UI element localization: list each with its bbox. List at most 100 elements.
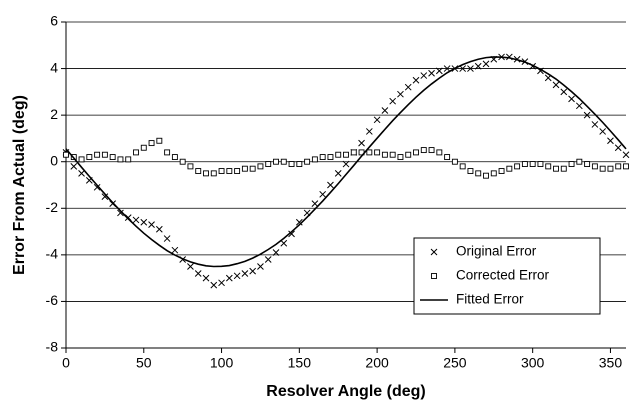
point bbox=[591, 163, 598, 170]
legend-label: Fitted Error bbox=[456, 292, 524, 307]
x-tick-label: 250 bbox=[443, 355, 467, 371]
point bbox=[226, 168, 233, 174]
point bbox=[389, 151, 396, 158]
point bbox=[366, 149, 373, 156]
point bbox=[163, 235, 171, 242]
point bbox=[86, 154, 93, 161]
point bbox=[420, 147, 427, 154]
x-tick-label: 300 bbox=[521, 355, 545, 371]
point bbox=[187, 163, 194, 170]
point bbox=[63, 151, 69, 158]
point bbox=[568, 161, 575, 167]
point bbox=[397, 154, 404, 161]
point bbox=[428, 69, 435, 77]
point bbox=[218, 279, 225, 287]
point bbox=[194, 270, 202, 277]
y-tick-label: 4 bbox=[50, 59, 58, 75]
point bbox=[529, 161, 536, 167]
point bbox=[615, 163, 622, 170]
point bbox=[234, 168, 241, 174]
point bbox=[225, 274, 233, 282]
point bbox=[443, 65, 451, 72]
point bbox=[117, 156, 124, 163]
point bbox=[327, 154, 334, 161]
point bbox=[148, 140, 155, 147]
point bbox=[257, 263, 264, 270]
point bbox=[374, 149, 381, 156]
point bbox=[552, 81, 560, 89]
point bbox=[210, 170, 217, 177]
point bbox=[133, 149, 139, 156]
x-tick-label: 350 bbox=[599, 355, 623, 371]
y-tick-label: 6 bbox=[50, 13, 58, 29]
point bbox=[273, 158, 279, 165]
point bbox=[210, 281, 218, 289]
y-axis-title: Error From Actual (deg) bbox=[11, 95, 28, 275]
point bbox=[358, 139, 365, 147]
point bbox=[622, 151, 630, 159]
point bbox=[155, 225, 163, 233]
point bbox=[94, 151, 101, 158]
x-tick-label: 50 bbox=[136, 355, 152, 371]
point bbox=[140, 218, 148, 226]
point bbox=[241, 165, 248, 172]
point bbox=[249, 267, 257, 275]
point bbox=[334, 170, 342, 177]
point bbox=[498, 168, 505, 174]
legend-marker bbox=[431, 273, 437, 279]
point bbox=[156, 137, 163, 144]
point bbox=[553, 165, 559, 172]
point bbox=[545, 163, 552, 170]
point bbox=[591, 121, 599, 128]
point bbox=[249, 165, 256, 172]
point bbox=[584, 161, 591, 167]
point bbox=[381, 151, 388, 158]
point bbox=[365, 128, 373, 135]
point bbox=[459, 65, 467, 72]
point bbox=[335, 151, 342, 158]
point bbox=[623, 163, 629, 170]
point bbox=[560, 88, 568, 96]
point bbox=[319, 190, 327, 198]
point bbox=[117, 209, 124, 217]
point bbox=[109, 154, 116, 161]
point bbox=[179, 158, 186, 165]
point bbox=[381, 107, 389, 114]
point bbox=[101, 193, 109, 200]
point bbox=[482, 60, 490, 68]
legend-label: Original Error bbox=[456, 244, 537, 259]
point bbox=[265, 161, 272, 167]
point bbox=[514, 163, 521, 170]
point bbox=[78, 156, 85, 163]
y-tick-label: -6 bbox=[46, 292, 59, 308]
x-tick-label: 150 bbox=[288, 355, 312, 371]
point bbox=[295, 218, 303, 226]
point bbox=[428, 147, 435, 154]
point bbox=[373, 116, 381, 124]
point bbox=[280, 158, 287, 165]
point bbox=[506, 165, 513, 172]
point bbox=[319, 154, 326, 161]
point bbox=[435, 67, 443, 75]
x-tick-label: 0 bbox=[62, 355, 70, 371]
point bbox=[125, 156, 132, 163]
point bbox=[420, 72, 428, 79]
point bbox=[264, 256, 272, 263]
point bbox=[218, 168, 225, 174]
y-tick-label: 2 bbox=[50, 106, 58, 122]
point bbox=[187, 263, 194, 270]
point bbox=[233, 272, 241, 280]
point bbox=[140, 144, 147, 151]
point bbox=[475, 170, 482, 177]
point bbox=[132, 216, 140, 224]
point bbox=[607, 137, 614, 145]
point bbox=[459, 163, 466, 170]
point bbox=[568, 95, 575, 103]
point bbox=[483, 172, 489, 179]
point bbox=[521, 161, 528, 167]
point bbox=[350, 149, 357, 156]
point bbox=[101, 151, 108, 158]
point bbox=[203, 170, 209, 177]
point bbox=[343, 151, 349, 158]
legend-box bbox=[413, 237, 601, 315]
